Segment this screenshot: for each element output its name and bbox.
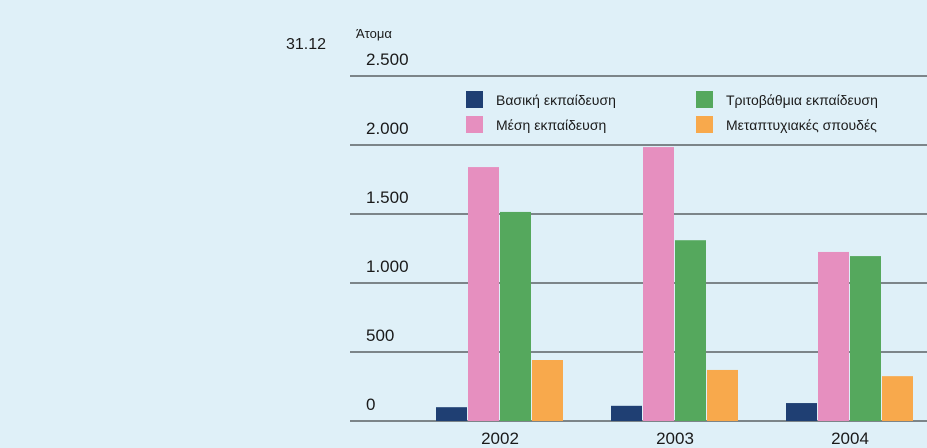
y-tick-label: 2.500 — [366, 50, 409, 69]
legend-label: Τριτοβάθμια εκπαίδευση — [726, 92, 878, 108]
bar — [468, 167, 499, 421]
bar — [675, 240, 706, 421]
y-axis-label: Άτομα — [356, 26, 392, 41]
y-tick-label: 1.000 — [366, 257, 409, 276]
y-tick-label: 2.000 — [366, 119, 409, 138]
legend-label: Μεταπτυχιακές σπουδές — [726, 117, 877, 133]
figure-number: 31.12 — [286, 36, 326, 53]
bar — [643, 147, 674, 421]
legend-swatch — [466, 116, 483, 133]
bar — [436, 407, 467, 421]
bar — [500, 211, 531, 421]
legend-label: Μέση εκπαίδευση — [496, 117, 606, 133]
bar — [707, 369, 738, 421]
x-tick-label: 2003 — [656, 429, 694, 448]
bar — [611, 405, 642, 421]
x-tick-label: 2002 — [481, 429, 519, 448]
legend-swatch — [466, 91, 483, 108]
bar — [532, 360, 563, 421]
x-tick-label: 2004 — [831, 429, 869, 448]
bar — [818, 251, 849, 421]
y-tick-label: 500 — [366, 326, 394, 345]
bar — [786, 403, 817, 421]
legend-swatch — [696, 116, 713, 133]
legend-swatch — [696, 91, 713, 108]
bar — [850, 256, 881, 421]
legend-label: Βασική εκπαίδευση — [496, 92, 616, 108]
y-tick-label: 1.500 — [366, 188, 409, 207]
y-tick-label: 0 — [366, 395, 375, 414]
bar — [882, 376, 913, 421]
